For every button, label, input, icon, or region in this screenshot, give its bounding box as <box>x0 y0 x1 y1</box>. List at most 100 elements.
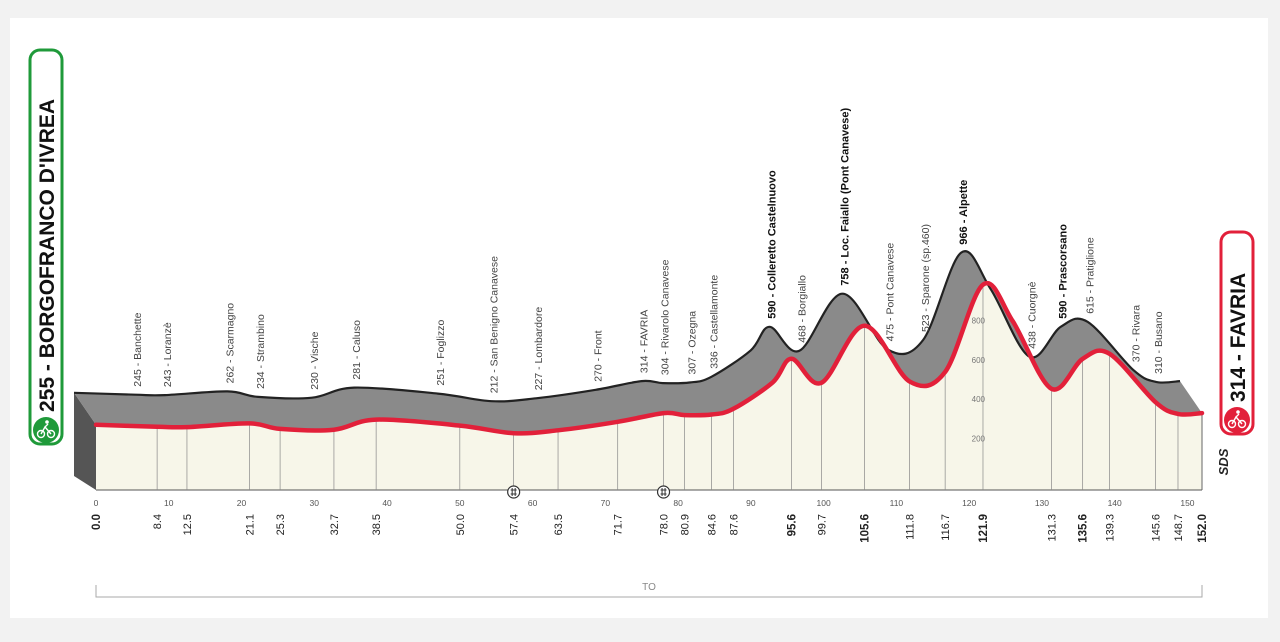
x-tick-label: 60 <box>528 498 538 508</box>
km-label: 32.7 <box>329 514 341 535</box>
bike-wheel-icon <box>36 429 46 439</box>
finish-marker-label: 314 - FAVRIA <box>1227 273 1250 402</box>
x-tick-label: 80 <box>673 498 683 508</box>
location-label: 230 - Vische <box>309 331 321 389</box>
location-label: 234 - Strambino <box>255 314 267 389</box>
km-label: 21.1 <box>245 514 257 535</box>
x-tick-label: 100 <box>817 498 831 508</box>
location-label: 615 - Pratiglione <box>1085 237 1097 314</box>
km-label: 111.8 <box>905 514 917 540</box>
km-label: 12.5 <box>182 514 194 535</box>
bike-wheel-icon <box>46 429 56 439</box>
x-tick-label: 30 <box>310 498 320 508</box>
km-label: 50.0 <box>455 514 467 535</box>
finish-marker-badge <box>1224 407 1250 433</box>
x-tick-label: 40 <box>382 498 392 508</box>
location-label: 270 - Front <box>593 330 605 381</box>
sprint-circle <box>656 485 671 499</box>
location-label: 475 - Pont Canavese <box>885 243 897 342</box>
rider-head-icon <box>45 420 49 424</box>
terrain-front-face <box>96 283 1202 490</box>
km-label: 87.6 <box>728 514 740 535</box>
km-label: 152.0 <box>1197 514 1209 543</box>
start-marker-badge <box>33 417 59 443</box>
km-label: 131.3 <box>1046 514 1058 542</box>
y-tick-label: 800 <box>972 316 986 325</box>
location-label: 227 - Lombardore <box>533 307 545 391</box>
finish-marker-frame <box>1219 230 1255 436</box>
km-label: 80.9 <box>680 514 692 535</box>
km-label: 78.0 <box>659 514 671 535</box>
x-tick-label: 20 <box>237 498 247 508</box>
location-label: 281 - Caluso <box>351 320 363 380</box>
location-label: 590 - Colleretto Castelnuovo <box>767 170 779 319</box>
x-tick-label: 10 <box>164 498 174 508</box>
km-label: 8.4 <box>152 514 164 529</box>
province-bracket <box>95 585 1203 598</box>
location-label: 310 - Busano <box>1153 311 1165 374</box>
km-label: 145.6 <box>1150 514 1162 542</box>
km-label: 99.7 <box>816 514 828 535</box>
km-label: 139.3 <box>1105 514 1117 542</box>
x-tick-label: 110 <box>890 498 904 508</box>
bike-frame-icon <box>1231 413 1243 425</box>
rider-head-icon <box>1236 410 1240 414</box>
location-label: 262 - Scarmagno <box>225 303 237 384</box>
sprint-marker <box>507 485 521 499</box>
x-tick-label: 140 <box>1108 498 1122 508</box>
km-label: 84.6 <box>707 514 719 535</box>
x-tick-label: 130 <box>1035 498 1049 508</box>
brand-logo: SDS <box>1216 448 1231 475</box>
terrain-ridge-line <box>73 250 1181 403</box>
location-label: 370 - Rivara <box>1130 305 1142 362</box>
location-label: 304 - Rivarolo Canavese <box>660 259 672 375</box>
location-label: 243 - Loranzè <box>162 322 174 387</box>
bike-wheel-icon <box>1237 419 1247 429</box>
location-label: 966 - Alpette <box>958 180 970 245</box>
y-tick-label: 600 <box>972 356 986 365</box>
km-label: 148.7 <box>1173 514 1185 542</box>
x-tick-label: 150 <box>1180 498 1194 508</box>
start-marker-frame <box>28 48 64 446</box>
bike-wheel-icon <box>1227 419 1237 429</box>
location-label: 438 - Cuorgnè <box>1026 281 1038 348</box>
x-tick-label: 90 <box>746 498 756 508</box>
location-label: 307 - Ozegna <box>687 311 699 375</box>
x-tick-label: 50 <box>455 498 465 508</box>
km-label: 63.5 <box>553 514 565 535</box>
province-label: TO <box>642 582 656 593</box>
sprint-marker <box>656 485 671 499</box>
km-label: 105.6 <box>859 514 871 543</box>
km-label: 135.6 <box>1078 514 1090 543</box>
terrain-side-face <box>74 392 96 490</box>
route-line <box>93 280 1205 436</box>
km-label: 0.0 <box>91 514 103 530</box>
start-marker-label: 255 - BORGOFRANCO D'IVREA <box>36 99 59 412</box>
location-label: 212 - San Benigno Canavese <box>489 256 501 393</box>
km-label: 95.6 <box>787 514 799 536</box>
y-tick-label: 200 <box>972 435 986 444</box>
y-tick-label: 400 <box>972 395 986 404</box>
location-label: 468 - Borgiallo <box>796 275 808 343</box>
start-marker: 255 - BORGOFRANCO D'IVREA <box>28 48 64 446</box>
location-label: 590 - Prascorsano <box>1058 224 1070 319</box>
sprint-circle <box>507 485 521 499</box>
finish-marker: 314 - FAVRIA <box>1219 230 1255 436</box>
x-tick-label: 0 <box>94 498 99 508</box>
km-label: 38.5 <box>371 514 383 535</box>
location-label: 245 - Banchette <box>132 312 144 386</box>
km-label: 71.7 <box>613 514 625 535</box>
km-label: 116.7 <box>940 514 952 541</box>
location-label: 336 - Castellamonte <box>708 275 720 369</box>
km-label: 25.3 <box>275 514 287 535</box>
km-label: 121.9 <box>978 514 990 543</box>
x-tick-label: 120 <box>962 498 976 508</box>
location-label: 758 - Loc. Faiallo (Pont Canavese) <box>839 107 851 285</box>
x-tick-label: 70 <box>601 498 611 508</box>
location-label: 523 - Sparone (sp.460) <box>920 224 932 332</box>
location-label: 314 - FAVRIA <box>639 310 651 373</box>
bike-frame-icon <box>40 423 52 435</box>
km-label: 57.4 <box>509 514 521 535</box>
